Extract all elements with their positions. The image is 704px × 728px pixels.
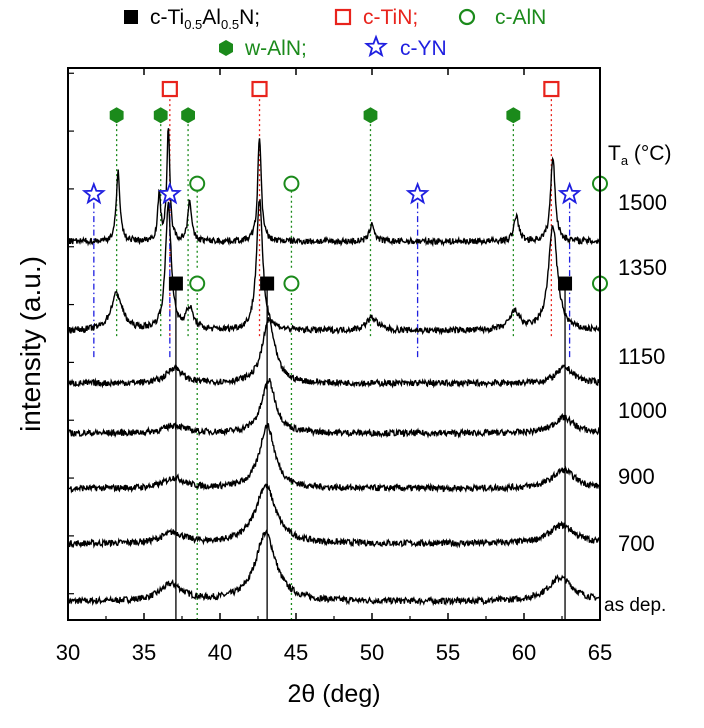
pattern-900 [68,422,600,494]
marker-c-yn [557,181,582,205]
legend-marker-c-tin [334,8,352,26]
marker-c-yn [81,181,106,205]
x-tick-label: 65 [588,640,612,665]
x-tick-label: 30 [56,640,80,665]
plot-area [68,80,608,620]
legend-marker-c-yn [364,34,388,58]
marker-w-aln [109,107,124,124]
temperature-label: as dep. [604,595,666,616]
x-tick-label: 35 [132,640,156,665]
temperature-labels: as dep. 700 900 1000 1150 1350 1500 [604,190,667,616]
marker-w-aln [363,107,378,124]
plot-frame [67,67,601,621]
temperature-label: 900 [618,464,655,489]
pattern-700 [68,483,600,549]
marker-w-aln [153,107,168,124]
pattern-1350 [68,198,600,336]
x-tick-label: 55 [436,640,460,665]
x-axis-ticks: 30 35 40 45 50 55 60 65 [56,68,612,665]
marker-c-ti0-5al0-5n [558,276,573,291]
temperature-label: 700 [618,531,655,556]
legend-marker-c-tialn [124,10,138,24]
marker-c-tin [251,80,268,98]
marker-c-tin [161,80,178,98]
legend-label-c-aln: c-AlN [495,6,546,29]
marker-c-aln [189,175,206,192]
x-tick-label: 40 [208,640,232,665]
marker-c-tin [543,80,560,98]
pattern-1000 [68,378,600,439]
pattern-as-dep- [68,528,600,607]
temperature-label: 1150 [618,344,665,369]
marker-w-aln [506,107,521,124]
marker-c-yn [405,181,430,205]
pattern-1150 [68,317,600,389]
marker-w-aln [181,107,195,124]
legend-marker-w-aln [219,40,233,56]
temperature-header: Ta (°C) [608,142,671,168]
temperature-label: 1350 [618,255,667,280]
legend: c-Ti0.5Al0.5N; c-TiN; c-AlN w-AlN; c-YN [124,6,546,60]
marker-c-ti0-5al0-5n [260,276,275,291]
marker-c-aln [283,275,300,292]
x-tick-label: 50 [360,640,384,665]
x-axis-label: 2θ (deg) [287,680,380,708]
legend-label-c-yn: c-YN [400,37,447,60]
legend-label-w-aln: w-AlN; [244,37,307,60]
x-tick-label: 45 [284,640,308,665]
y-axis-label: intensity (a.u.) [15,256,46,432]
temperature-label: 1000 [618,398,667,423]
temperature-label: 1500 [618,190,667,215]
marker-c-ti0-5al0-5n [168,276,183,291]
marker-c-yn [157,181,182,205]
legend-label-c-tialn: c-Ti0.5Al0.5N; [150,6,260,32]
legend-marker-c-aln [458,8,476,26]
pattern-1500 [68,128,600,248]
x-tick-label: 60 [512,640,536,665]
legend-label-c-tin: c-TiN; [363,6,418,29]
marker-c-aln [189,275,206,292]
marker-c-aln [283,175,300,192]
